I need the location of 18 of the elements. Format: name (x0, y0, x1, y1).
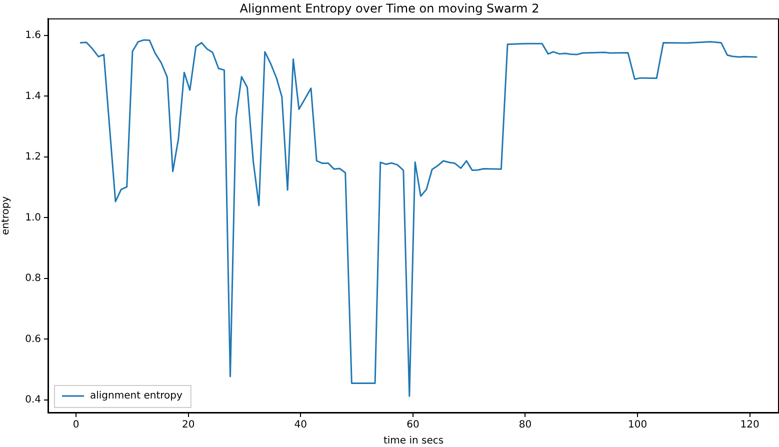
x-tick-label: 80 (518, 420, 532, 431)
y-tick-label: 1.6 (25, 30, 41, 42)
chart-title: Alignment Entropy over Time on moving Swarm 2 (240, 1, 540, 16)
y-tick-label: 1.2 (25, 152, 41, 163)
x-tick-label: 100 (628, 420, 648, 431)
y-tick-label: 0.4 (25, 394, 41, 406)
y-axis-title: entropy (0, 196, 12, 236)
y-tick-label: 1.4 (25, 90, 41, 102)
x-tick-label: 20 (182, 420, 195, 431)
x-tick-label: 60 (406, 420, 420, 431)
y-tick-label: 0.8 (25, 273, 41, 284)
x-axis-title: time in secs (383, 436, 444, 447)
x-tick-label: 0 (72, 420, 80, 431)
y-tick-label: 1.0 (25, 212, 41, 224)
y-tick-label: 0.6 (25, 334, 41, 345)
x-tick-label: 40 (294, 420, 308, 431)
x-tick-label: 120 (740, 420, 760, 431)
legend-label: alignment entropy (90, 390, 182, 402)
